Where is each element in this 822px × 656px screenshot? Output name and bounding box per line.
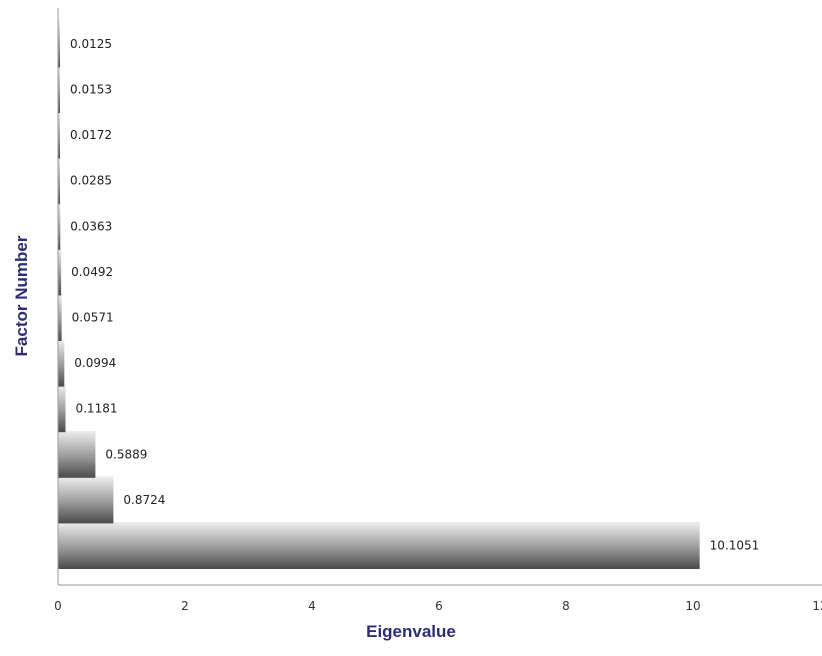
data-label-factor-11: 0.0153: [70, 83, 112, 97]
bar-factor-7: [58, 248, 62, 296]
data-labels: 10.1051 0.8724 0.5889 0.1181 0.0994 0.0571 0.0…: [70, 37, 759, 553]
bar-factor-12: [58, 20, 60, 68]
x-tick-label-8: 8: [562, 599, 570, 613]
bar-factor-6: [58, 294, 62, 341]
data-label-factor-12: 0.0125: [70, 37, 112, 51]
data-label-factor-1: 10.1051: [710, 539, 760, 553]
data-label-factor-5: 0.0994: [74, 356, 116, 370]
bars: [58, 20, 700, 569]
bar-factor-2: [58, 476, 114, 524]
data-label-factor-9: 0.0285: [70, 174, 112, 188]
bar-factor-8: [58, 202, 61, 250]
data-label-factor-4: 0.1181: [75, 402, 117, 416]
y-axis-label: Factor Number: [12, 235, 31, 357]
bar-factor-1: [58, 522, 700, 569]
data-label-factor-10: 0.0172: [70, 128, 112, 142]
data-label-factor-8: 0.0363: [70, 219, 112, 233]
bar-factor-10: [58, 111, 60, 159]
x-axis-label: Eigenvalue: [366, 622, 456, 641]
data-label-factor-2: 0.8724: [123, 493, 165, 507]
bar-factor-3: [58, 430, 96, 478]
data-label-factor-3: 0.5889: [105, 447, 147, 461]
x-tick-label-12: 12: [812, 599, 822, 613]
x-ticks: 0 2 4 6 8 10 12: [54, 599, 822, 613]
bar-factor-11: [58, 66, 60, 113]
bar-factor-4: [58, 385, 66, 433]
x-tick-label-10: 10: [685, 599, 700, 613]
data-label-factor-7: 0.0492: [71, 265, 113, 279]
x-tick-label-6: 6: [435, 599, 443, 613]
x-tick-label-2: 2: [181, 599, 189, 613]
data-label-factor-6: 0.0571: [72, 311, 114, 325]
bar-factor-9: [58, 157, 60, 205]
bar-factor-5: [58, 339, 65, 387]
x-tick-label-0: 0: [54, 599, 62, 613]
x-tick-label-4: 4: [308, 599, 316, 613]
